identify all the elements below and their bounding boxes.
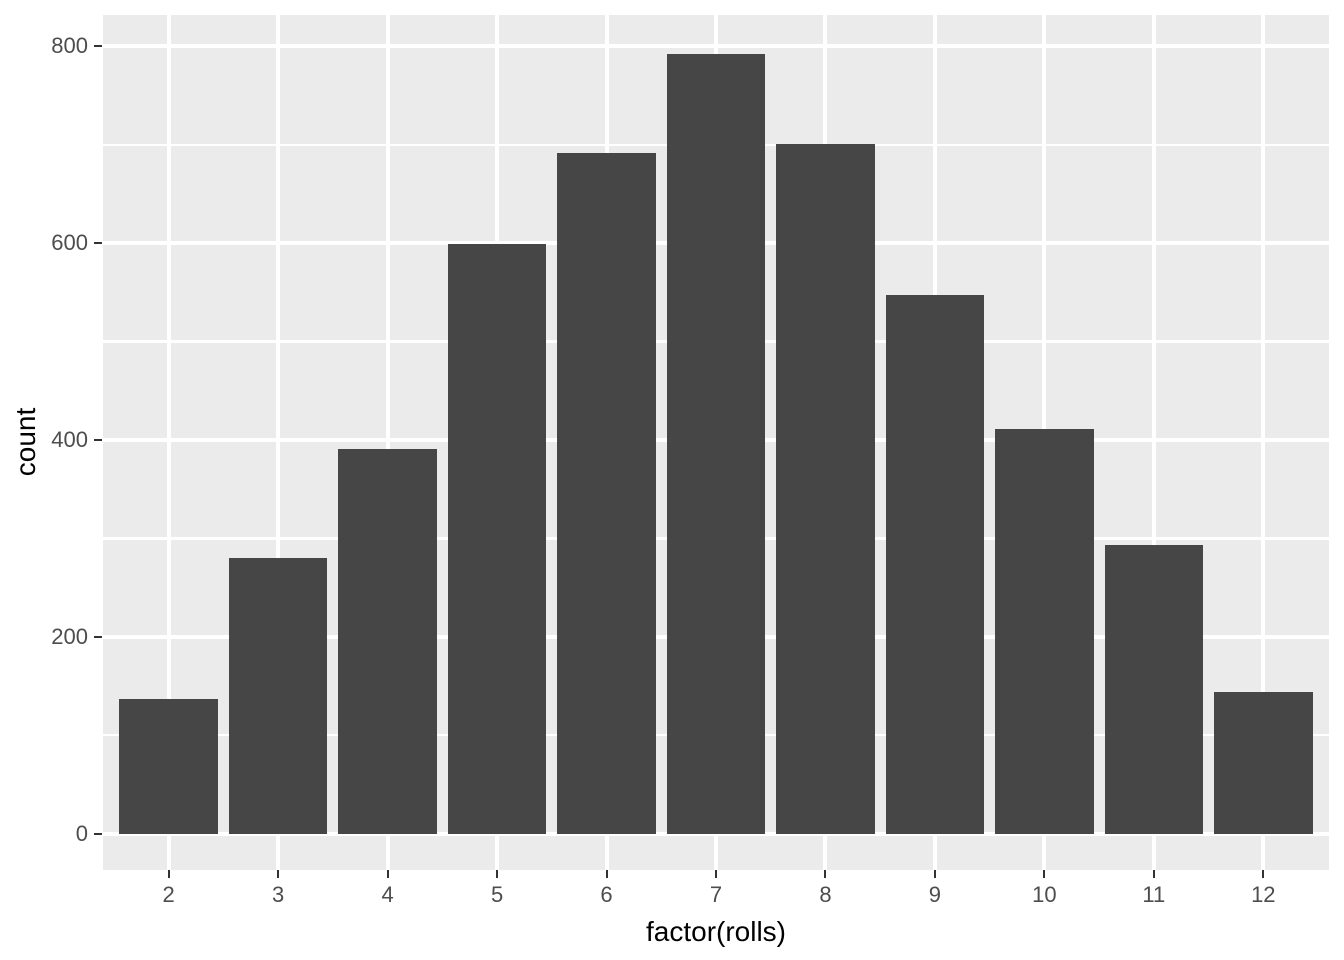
y-tick-label: 200: [51, 623, 88, 649]
x-tick-label: 7: [709, 882, 723, 907]
x-axis-title: factor(rolls): [645, 916, 787, 947]
x-tick-mark: [277, 870, 280, 878]
x-tick-label: 6: [600, 882, 613, 907]
x-tick-label: 8: [819, 882, 832, 907]
x-tick-label: 11: [1142, 882, 1166, 907]
plot-panel: [103, 15, 1329, 870]
x-tick-mark: [167, 870, 170, 878]
x-tick-mark: [496, 870, 499, 878]
y-tick-mark: [94, 439, 102, 442]
major-gridline: [276, 15, 281, 870]
bar-rolls-9: [885, 295, 985, 834]
major-gridline: [166, 15, 171, 870]
y-tick-label: 0: [75, 820, 88, 846]
y-tick-mark: [94, 635, 102, 638]
x-tick-label: 10: [1032, 882, 1057, 907]
bar-rolls-6: [557, 152, 656, 834]
major-gridline: [1261, 15, 1266, 870]
x-tick-mark: [386, 870, 389, 878]
x-tick-mark: [933, 870, 936, 878]
bar-rolls-7: [666, 54, 766, 834]
x-tick-label: 2: [162, 882, 175, 907]
bar-rolls-2: [119, 698, 218, 834]
bar-rolls-12: [1214, 691, 1313, 834]
y-axis-title: count: [10, 407, 41, 477]
y-tick-mark: [94, 832, 102, 835]
bar-rolls-3: [228, 558, 328, 834]
y-tick-mark: [94, 45, 102, 48]
bar-rolls-11: [1104, 545, 1204, 834]
x-tick-label: 12: [1251, 882, 1276, 907]
bar-rolls-5: [447, 244, 547, 834]
bar-rolls-8: [776, 143, 875, 834]
x-tick-label: 4: [381, 882, 394, 907]
major-gridline: [1151, 15, 1156, 870]
bar-rolls-10: [995, 429, 1094, 834]
y-tick-label: 800: [51, 33, 88, 59]
bar-rolls-4: [338, 448, 437, 834]
x-tick-label: 5: [490, 882, 504, 907]
x-tick-mark: [715, 870, 717, 878]
x-tick-label: 3: [272, 882, 285, 907]
y-tick-label: 400: [51, 427, 88, 453]
x-tick-mark: [1043, 870, 1046, 878]
x-tick-mark: [824, 870, 827, 878]
x-tick-mark: [605, 870, 608, 878]
y-tick-label: 600: [51, 230, 88, 256]
major-gridline: [385, 15, 390, 870]
x-tick-mark: [1152, 870, 1155, 878]
x-tick-label: 9: [928, 882, 942, 907]
y-tick-mark: [94, 242, 102, 245]
x-tick-mark: [1262, 870, 1265, 878]
